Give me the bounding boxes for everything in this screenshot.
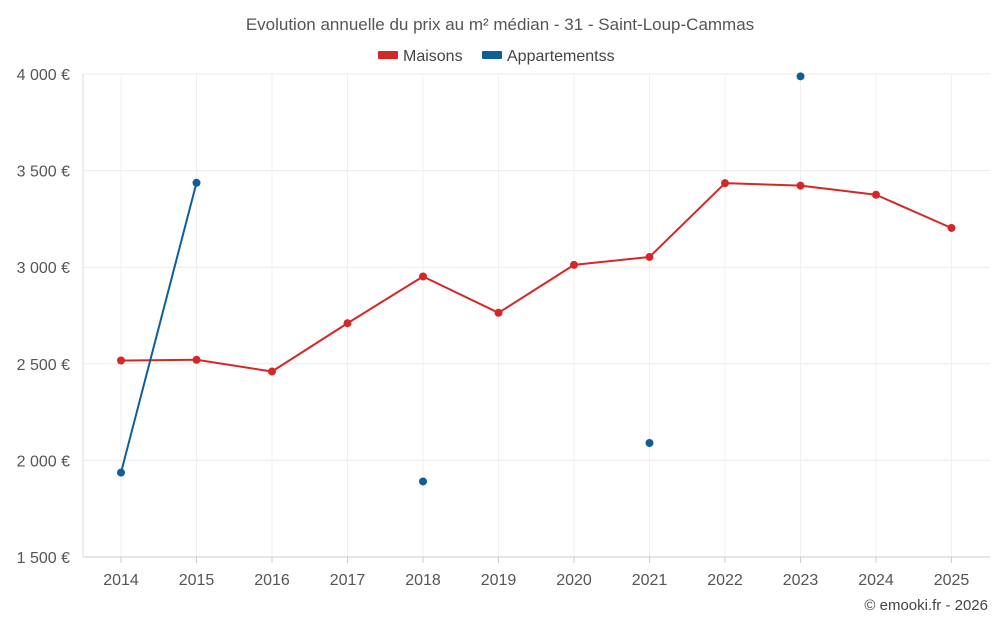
- legend-label-appartements: Appartementss: [507, 48, 615, 65]
- series-line-maisons: [271, 322, 349, 373]
- series-line-maisons: [724, 182, 802, 187]
- series-line-maisons: [497, 263, 575, 314]
- data-point-maisons-2015[interactable]: [192, 355, 201, 364]
- data-point-maisons-2022[interactable]: [721, 179, 729, 188]
- x-tick-label: 2023: [783, 572, 819, 589]
- data-point-maisons-2021[interactable]: [645, 252, 654, 261]
- x-tick-label: 2022: [707, 572, 743, 589]
- data-point-appartementss-2018[interactable]: [419, 477, 427, 486]
- y-tick-label: 2 000 €: [17, 453, 70, 470]
- legend: Maisons Appartementss: [378, 48, 615, 65]
- series-line-maisons: [120, 358, 198, 362]
- credit-text: © emooki.fr - 2026: [864, 597, 988, 614]
- legend-label-maisons: Maisons: [403, 48, 463, 65]
- data-point-maisons-2014[interactable]: [117, 356, 125, 365]
- y-tick-label: 1 500 €: [17, 550, 70, 567]
- legend-swatch-appartements: [482, 51, 502, 59]
- series-line-maisons: [875, 193, 953, 229]
- axes: 1 500 € 2 000 € 2 500 € 3 000 € 3 500 € 4 000…: [17, 67, 990, 589]
- x-tick-label: 2019: [481, 572, 517, 589]
- y-tick-label: 4 000 €: [17, 67, 70, 84]
- legend-swatch-maisons: [378, 51, 398, 59]
- data-point-maisons-2023[interactable]: [796, 181, 805, 190]
- data-point-maisons-2020[interactable]: [570, 260, 578, 269]
- data-point-maisons-2019[interactable]: [494, 308, 503, 317]
- series-line-maisons: [573, 255, 651, 266]
- x-tick-label: 2017: [330, 572, 366, 589]
- data-point-appartementss-2023[interactable]: [796, 72, 805, 81]
- data-point-maisons-2016[interactable]: [268, 367, 276, 376]
- series-line-maisons: [195, 358, 273, 373]
- x-tick-label: 2025: [934, 572, 970, 589]
- data-point-maisons-2017[interactable]: [343, 319, 352, 328]
- x-tick-label: 2014: [103, 572, 139, 589]
- y-tick-label: 3 500 €: [17, 164, 70, 181]
- data-point-maisons-2024[interactable]: [872, 190, 880, 199]
- legend-item-maisons[interactable]: Maisons: [378, 48, 463, 65]
- data-point-appartementss-2015[interactable]: [192, 178, 201, 187]
- x-tick-label: 2018: [405, 572, 441, 589]
- x-tick-label: 2016: [254, 572, 290, 589]
- data-point-appartementss-2021[interactable]: [645, 439, 654, 448]
- series-layer: [117, 72, 956, 486]
- series-line-maisons: [648, 182, 726, 258]
- grid: [83, 73, 990, 558]
- y-tick-label: 2 500 €: [17, 357, 70, 374]
- x-tick-label: 2021: [632, 572, 668, 589]
- y-tick-label: 3 000 €: [17, 260, 70, 277]
- series-line-appartementss: [120, 181, 198, 474]
- chart-title: Evolution annuelle du prix au m² médian …: [246, 15, 754, 34]
- data-point-maisons-2018[interactable]: [419, 272, 427, 281]
- series-line-maisons: [422, 275, 500, 314]
- series-line-maisons: [346, 275, 424, 325]
- series-line-maisons: [799, 184, 877, 196]
- x-tick-label: 2015: [179, 572, 215, 589]
- x-tick-label: 2024: [858, 572, 894, 589]
- x-tick-label: 2020: [556, 572, 592, 589]
- legend-item-appartements[interactable]: Appartementss: [482, 48, 615, 65]
- data-point-appartementss-2014[interactable]: [117, 468, 125, 477]
- data-point-maisons-2025[interactable]: [947, 223, 956, 232]
